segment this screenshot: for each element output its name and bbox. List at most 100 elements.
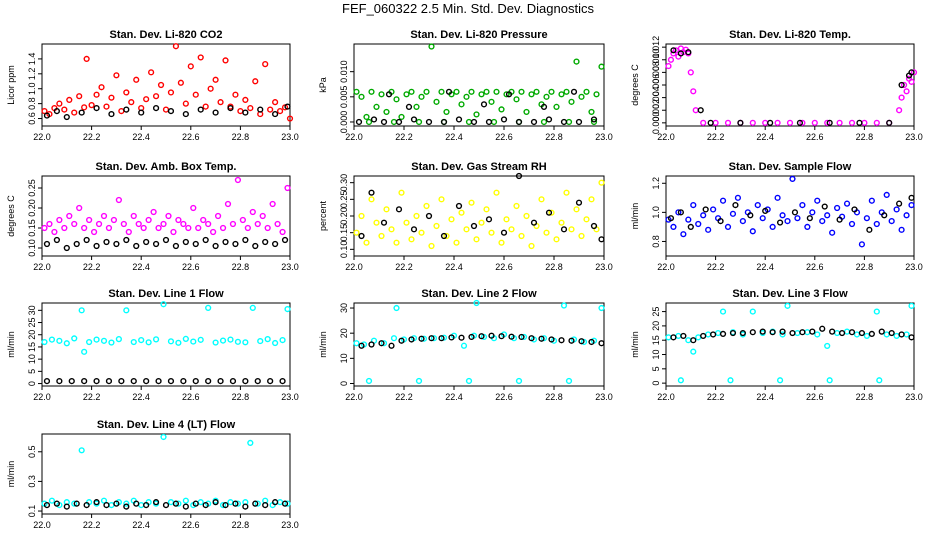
data-point (61, 106, 68, 113)
data-point (145, 216, 152, 224)
y-tick-label: 10 (27, 354, 37, 364)
data-point (195, 224, 202, 232)
data-point (675, 209, 682, 216)
data-point (834, 329, 841, 337)
data-point (408, 336, 415, 343)
data-point (540, 335, 548, 342)
data-point (115, 196, 122, 204)
data-point (565, 118, 573, 126)
data-point (563, 189, 570, 196)
data-point (712, 119, 719, 126)
y-tick-label: 0.004 (651, 86, 661, 109)
data-point (358, 212, 365, 220)
data-point (490, 118, 498, 126)
data-point (395, 206, 403, 213)
data-point (545, 209, 553, 216)
data-point (281, 236, 289, 244)
data-point (515, 172, 523, 180)
data-point (710, 331, 717, 338)
y-tick-label: 0.3 (27, 475, 37, 488)
data-point (829, 229, 836, 236)
data-point (898, 226, 905, 233)
y-tick-label: 0.25 (339, 191, 349, 209)
data-point (470, 222, 478, 230)
x-tick-label: 23.0 (281, 132, 299, 142)
data-point (393, 96, 400, 103)
data-point (804, 223, 811, 231)
data-point (90, 228, 98, 236)
data-point (518, 232, 525, 240)
data-point (690, 88, 697, 95)
data-point (393, 304, 400, 312)
data-point (172, 500, 180, 507)
data-point (513, 96, 520, 103)
data-point (86, 216, 93, 224)
data-point (73, 240, 80, 248)
data-point (910, 69, 918, 76)
data-point (222, 57, 229, 64)
data-point (73, 500, 80, 507)
data-point (378, 91, 385, 98)
data-point (670, 223, 677, 231)
data-point (71, 335, 78, 342)
data-point (425, 212, 433, 220)
data-point (383, 206, 390, 213)
data-point (776, 219, 784, 226)
data-point (528, 335, 535, 342)
data-point (685, 337, 692, 344)
data-point (157, 81, 165, 89)
data-point (93, 378, 100, 385)
data-point (217, 99, 224, 106)
data-point (123, 106, 130, 113)
y-tick-label: 0.000 (339, 111, 349, 134)
data-point (219, 337, 227, 344)
data-point (358, 93, 365, 100)
x-tick-label: 22.6 (806, 132, 824, 142)
x-tick-label: 22.8 (856, 132, 874, 142)
data-point (719, 330, 727, 338)
data-point (695, 220, 702, 228)
data-point (182, 497, 189, 504)
data-point (503, 216, 510, 223)
data-point (700, 212, 707, 219)
data-point (687, 69, 694, 76)
data-point (81, 378, 88, 385)
data-point (212, 339, 219, 346)
data-point (590, 118, 598, 126)
data-point (794, 215, 801, 222)
x-tick-label: 22.0 (33, 262, 51, 272)
data-point (83, 236, 90, 244)
data-point (493, 88, 500, 95)
data-point (836, 119, 843, 126)
data-point (190, 338, 197, 345)
data-point (453, 239, 460, 246)
data-point (152, 240, 160, 248)
data-point (76, 93, 83, 100)
data-point (540, 118, 548, 126)
data-point (428, 242, 435, 250)
y-tick-label: 0.005 (339, 86, 349, 109)
data-point (543, 229, 550, 236)
data-point (257, 106, 264, 113)
chart-title: Stan. Dev. Li-820 CO2 (110, 29, 223, 41)
data-point (423, 88, 430, 95)
data-point (160, 301, 167, 308)
data-point (373, 219, 380, 226)
data-point (540, 103, 548, 110)
chart-title: Stan. Dev. Line 1 Flow (108, 288, 224, 300)
data-point (63, 503, 70, 510)
x-tick-label: 23.0 (595, 392, 613, 402)
data-point (690, 337, 697, 344)
data-point (893, 332, 900, 340)
data-point (167, 378, 175, 385)
data-point (393, 239, 400, 246)
x-tick-label: 22.4 (445, 132, 463, 142)
x-tick-label: 22.8 (545, 132, 563, 142)
y-tick-label: 0.20 (339, 207, 349, 225)
data-point (41, 224, 48, 232)
data-point (560, 118, 568, 126)
data-point (465, 118, 473, 126)
data-point (222, 502, 229, 509)
data-point (478, 91, 485, 98)
data-point (249, 208, 256, 216)
